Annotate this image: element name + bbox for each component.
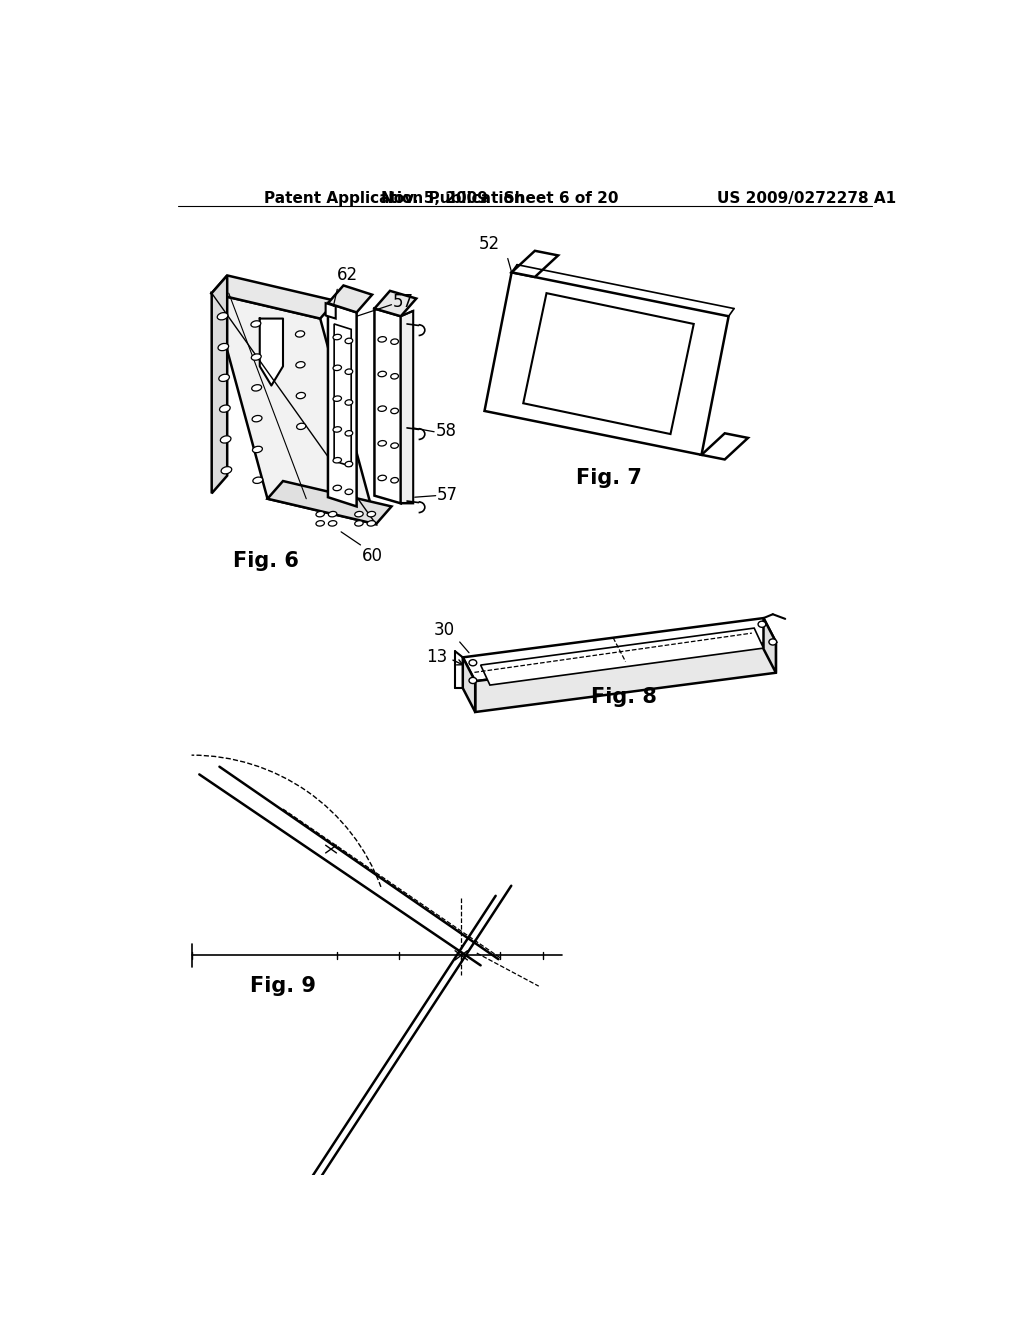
- Ellipse shape: [378, 475, 386, 480]
- Polygon shape: [463, 618, 776, 681]
- Ellipse shape: [391, 408, 398, 413]
- Text: Fig. 7: Fig. 7: [575, 469, 641, 488]
- Ellipse shape: [333, 486, 341, 491]
- Ellipse shape: [758, 622, 766, 627]
- Polygon shape: [701, 433, 748, 459]
- Text: 57: 57: [393, 293, 414, 312]
- Polygon shape: [326, 304, 336, 318]
- Ellipse shape: [253, 446, 262, 453]
- Ellipse shape: [391, 374, 398, 379]
- Ellipse shape: [378, 337, 386, 342]
- Polygon shape: [334, 323, 351, 466]
- Text: Nov. 5, 2009   Sheet 6 of 20: Nov. 5, 2009 Sheet 6 of 20: [381, 191, 618, 206]
- Polygon shape: [480, 628, 764, 685]
- Text: 52: 52: [479, 235, 500, 253]
- Ellipse shape: [469, 660, 477, 665]
- Polygon shape: [512, 251, 558, 277]
- Text: 13: 13: [426, 648, 447, 667]
- Ellipse shape: [329, 520, 337, 527]
- Polygon shape: [212, 293, 376, 524]
- Ellipse shape: [218, 343, 228, 351]
- Ellipse shape: [333, 334, 341, 339]
- Ellipse shape: [345, 338, 352, 343]
- Ellipse shape: [251, 321, 261, 327]
- Ellipse shape: [345, 400, 352, 405]
- Ellipse shape: [354, 511, 364, 517]
- Polygon shape: [764, 618, 776, 673]
- Polygon shape: [212, 276, 227, 494]
- Ellipse shape: [296, 392, 305, 399]
- Ellipse shape: [368, 520, 376, 527]
- Polygon shape: [484, 272, 729, 455]
- Ellipse shape: [769, 639, 776, 645]
- Text: Fig. 6: Fig. 6: [233, 552, 299, 572]
- Ellipse shape: [368, 511, 376, 517]
- Ellipse shape: [345, 370, 352, 375]
- Ellipse shape: [354, 520, 364, 527]
- Ellipse shape: [316, 520, 325, 527]
- Text: 62: 62: [337, 265, 358, 284]
- Ellipse shape: [378, 371, 386, 376]
- Polygon shape: [463, 657, 475, 711]
- Text: Fig. 9: Fig. 9: [250, 977, 316, 997]
- Ellipse shape: [391, 339, 398, 345]
- Ellipse shape: [221, 467, 231, 474]
- Ellipse shape: [378, 441, 386, 446]
- Ellipse shape: [252, 416, 262, 422]
- Text: 58: 58: [435, 422, 457, 440]
- Ellipse shape: [333, 458, 341, 463]
- Polygon shape: [212, 276, 336, 318]
- Text: Patent Application Publication: Patent Application Publication: [263, 191, 524, 206]
- Ellipse shape: [329, 511, 337, 517]
- Ellipse shape: [253, 477, 263, 483]
- Ellipse shape: [469, 677, 477, 684]
- Ellipse shape: [333, 366, 341, 371]
- Ellipse shape: [220, 436, 231, 444]
- Ellipse shape: [219, 375, 229, 381]
- Ellipse shape: [217, 313, 228, 319]
- Text: Fig. 8: Fig. 8: [591, 688, 657, 708]
- Ellipse shape: [316, 511, 325, 517]
- Ellipse shape: [333, 396, 341, 401]
- Polygon shape: [400, 312, 414, 503]
- Ellipse shape: [378, 407, 386, 412]
- Ellipse shape: [345, 430, 352, 436]
- Ellipse shape: [345, 490, 352, 495]
- Ellipse shape: [296, 331, 305, 337]
- Text: 60: 60: [362, 548, 383, 565]
- Text: 57: 57: [437, 486, 458, 504]
- Polygon shape: [523, 293, 693, 434]
- Ellipse shape: [333, 426, 341, 432]
- Polygon shape: [475, 642, 776, 711]
- Polygon shape: [260, 318, 283, 385]
- Ellipse shape: [391, 478, 398, 483]
- Polygon shape: [328, 285, 372, 313]
- Ellipse shape: [219, 405, 230, 412]
- Ellipse shape: [297, 424, 306, 429]
- Ellipse shape: [296, 362, 305, 368]
- Polygon shape: [267, 480, 391, 524]
- Ellipse shape: [252, 384, 261, 391]
- Polygon shape: [375, 309, 400, 503]
- Ellipse shape: [251, 354, 261, 360]
- Text: US 2009/0272278 A1: US 2009/0272278 A1: [717, 191, 896, 206]
- Polygon shape: [375, 290, 417, 317]
- Ellipse shape: [391, 444, 398, 449]
- Polygon shape: [328, 304, 356, 507]
- Ellipse shape: [345, 462, 352, 467]
- Text: 30: 30: [434, 620, 455, 639]
